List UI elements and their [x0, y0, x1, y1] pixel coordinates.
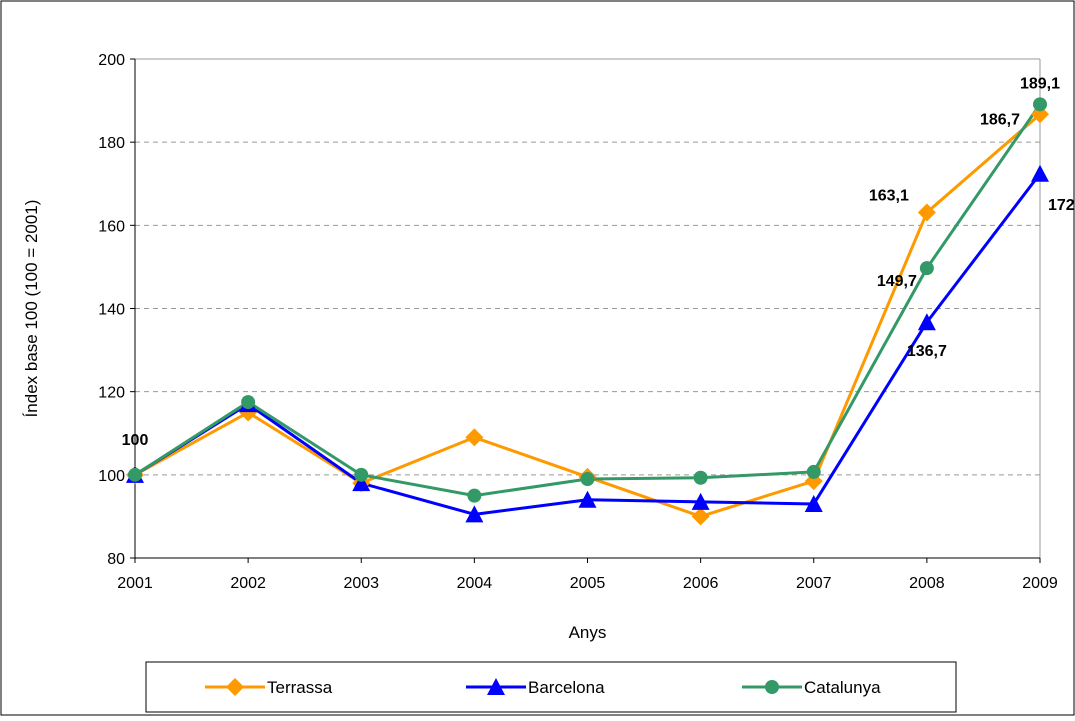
marker-catalunya: [919, 261, 934, 276]
legend-label-terrassa: Terrassa: [267, 678, 333, 697]
marker-barcelona: [1031, 164, 1049, 182]
y-tick-label: 80: [107, 551, 125, 568]
legend-marker-barcelona: [487, 678, 505, 695]
data-labels: 100 163,1 186,7 136,7 172,4 149,7 189,1: [122, 75, 1075, 449]
x-tick-label: 2005: [570, 575, 606, 592]
marker-catalunya: [467, 488, 482, 503]
y-tick-label: 180: [98, 135, 125, 152]
x-tick-label: 2006: [683, 575, 719, 592]
marker-catalunya: [580, 471, 595, 486]
marker-barcelona: [691, 492, 710, 510]
x-tick-label: 2001: [117, 575, 153, 592]
marker-barcelona: [465, 505, 484, 523]
x-tick-label: 2004: [457, 575, 493, 592]
x-tick-label: 2009: [1022, 575, 1058, 592]
marker-barcelona: [352, 474, 371, 492]
data-label: 149,7: [877, 273, 917, 290]
marker-catalunya: [128, 467, 142, 482]
marker-catalunya: [354, 467, 369, 482]
marker-terrassa: [691, 507, 710, 526]
x-tick-label: 2002: [230, 575, 266, 592]
data-label: 172,4: [1048, 197, 1075, 214]
x-axis-title: Anys: [569, 623, 607, 642]
x-tick-label: 2003: [343, 575, 379, 592]
legend-box: [145, 661, 957, 713]
series-markers: [126, 97, 1049, 526]
legend-label-barcelona: Barcelona: [528, 678, 605, 697]
data-label: 100: [122, 432, 149, 449]
data-label: 186,7: [980, 111, 1020, 128]
marker-terrassa: [1031, 105, 1049, 124]
legend-marker-catalunya: [765, 680, 779, 694]
marker-catalunya: [241, 395, 256, 410]
legend-label-catalunya: Catalunya: [804, 678, 881, 697]
legend: Terrassa Barcelona Catalunya: [145, 661, 957, 713]
y-tick-label: 140: [98, 302, 125, 319]
y-tick-label: 160: [98, 218, 125, 235]
y-tick-label: 100: [98, 468, 125, 485]
marker-barcelona: [917, 313, 936, 331]
y-tick-label: 120: [98, 385, 125, 402]
marker-barcelona: [578, 490, 597, 508]
legend-marker-terrassa: [226, 678, 244, 696]
data-label: 163,1: [869, 187, 909, 204]
x-tick-label: 2007: [796, 575, 832, 592]
y-axis-title: Índex base 100 (100 = 2001): [22, 200, 41, 418]
marker-catalunya: [806, 464, 821, 479]
marker-terrassa: [465, 428, 484, 447]
marker-terrassa: [917, 203, 936, 222]
marker-barcelona: [804, 494, 823, 512]
marker-catalunya: [1033, 97, 1047, 112]
y-tick-label: 200: [98, 52, 125, 69]
data-label: 189,1: [1020, 75, 1060, 92]
marker-catalunya: [693, 470, 708, 485]
axes: 80 100 120 140 160 180 200 2001 2002 2003 2004 2005…: [22, 52, 1058, 642]
data-label: 136,7: [907, 343, 947, 360]
x-tick-label: 2008: [909, 575, 945, 592]
